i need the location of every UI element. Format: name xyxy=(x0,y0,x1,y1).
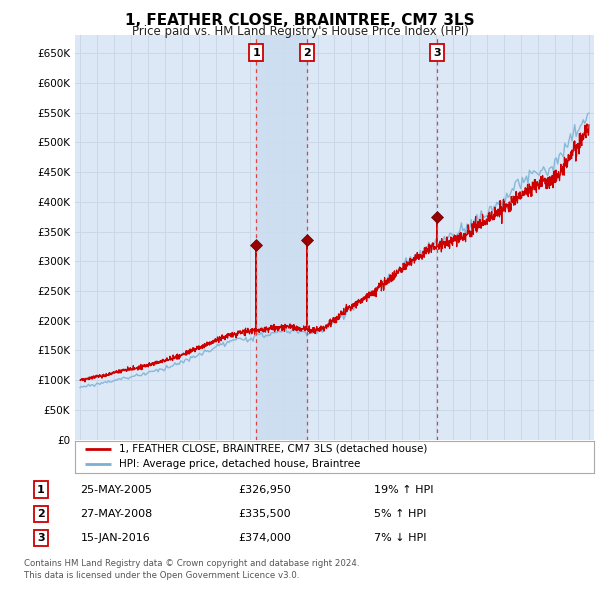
Text: 25-MAY-2005: 25-MAY-2005 xyxy=(80,485,152,495)
Text: Contains HM Land Registry data © Crown copyright and database right 2024.: Contains HM Land Registry data © Crown c… xyxy=(24,559,359,568)
Text: 3: 3 xyxy=(37,533,45,543)
Text: £374,000: £374,000 xyxy=(238,533,291,543)
Text: 7% ↓ HPI: 7% ↓ HPI xyxy=(374,533,426,543)
Text: £326,950: £326,950 xyxy=(238,485,291,495)
Text: 1, FEATHER CLOSE, BRAINTREE, CM7 3LS: 1, FEATHER CLOSE, BRAINTREE, CM7 3LS xyxy=(125,13,475,28)
Text: 19% ↑ HPI: 19% ↑ HPI xyxy=(374,485,433,495)
Text: Price paid vs. HM Land Registry's House Price Index (HPI): Price paid vs. HM Land Registry's House … xyxy=(131,25,469,38)
Text: HPI: Average price, detached house, Braintree: HPI: Average price, detached house, Brai… xyxy=(119,459,361,469)
Text: 1, FEATHER CLOSE, BRAINTREE, CM7 3LS (detached house): 1, FEATHER CLOSE, BRAINTREE, CM7 3LS (de… xyxy=(119,444,427,454)
Text: 3: 3 xyxy=(433,48,441,57)
Text: 2: 2 xyxy=(37,509,45,519)
Bar xyxy=(256,35,307,440)
Text: 2: 2 xyxy=(303,48,311,57)
Text: 27-MAY-2008: 27-MAY-2008 xyxy=(80,509,152,519)
Text: £335,500: £335,500 xyxy=(238,509,291,519)
Text: This data is licensed under the Open Government Licence v3.0.: This data is licensed under the Open Gov… xyxy=(24,571,299,580)
Text: 1: 1 xyxy=(252,48,260,57)
Text: 15-JAN-2016: 15-JAN-2016 xyxy=(80,533,150,543)
Text: 5% ↑ HPI: 5% ↑ HPI xyxy=(374,509,426,519)
Text: 1: 1 xyxy=(37,485,45,495)
